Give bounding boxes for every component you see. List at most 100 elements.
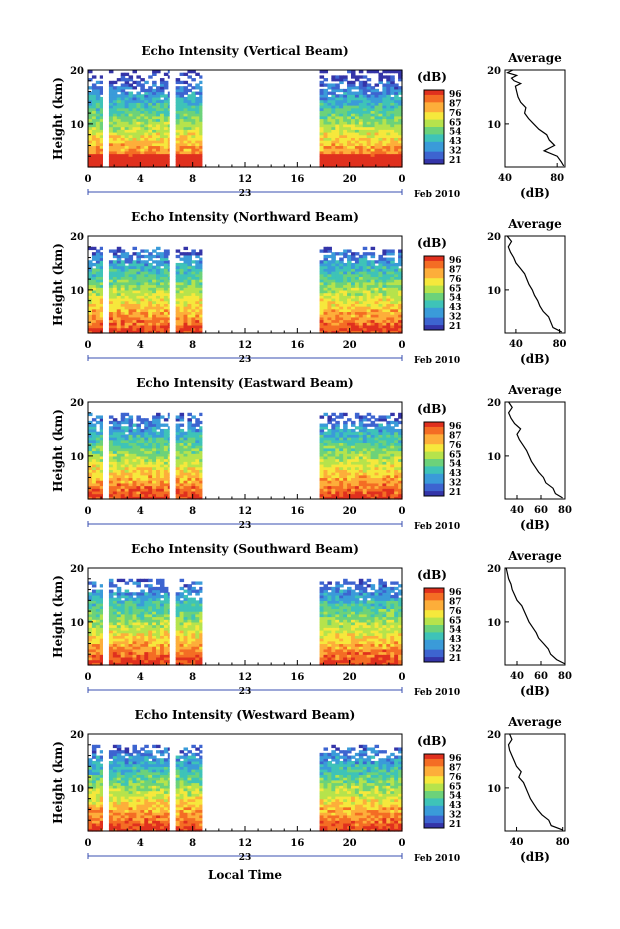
heatmap-cell <box>120 428 126 433</box>
heatmap-cell <box>124 279 130 283</box>
heatmap-cell <box>120 485 126 489</box>
heatmap-cell <box>163 327 169 331</box>
colorbar-swatch <box>424 305 444 309</box>
heatmap-cell <box>152 150 157 155</box>
heatmap-cell <box>136 158 141 163</box>
heatmap-cell <box>120 129 126 133</box>
heatmap-cell <box>191 423 196 427</box>
heatmap-cell <box>112 627 118 631</box>
y-axis-label: Height (km) <box>51 77 65 160</box>
heatmap-cell <box>159 94 165 98</box>
heatmap-cell <box>124 306 130 310</box>
heatmap-cell <box>95 115 101 120</box>
heatmap-cell <box>390 91 395 95</box>
heatmap-cell <box>116 306 122 310</box>
heatmap-cell <box>183 257 189 261</box>
heatmap-cell <box>366 110 372 114</box>
heatmap-cell <box>108 281 114 286</box>
heatmap-cell <box>199 480 203 484</box>
heatmap-cell <box>398 306 403 310</box>
heatmap-cell <box>327 437 332 441</box>
heatmap-cell <box>128 292 134 296</box>
colorbar-swatch <box>424 446 444 450</box>
heatmap-cell <box>95 648 101 653</box>
heatmap-cell <box>175 496 181 500</box>
heatmap-cell <box>350 474 356 479</box>
heatmap-cell <box>191 316 196 321</box>
heatmap-cell <box>116 161 122 165</box>
heatmap-cell <box>358 292 364 296</box>
heatmap-cell <box>394 308 399 313</box>
heatmap-cell <box>331 113 336 117</box>
heatmap-cell <box>382 289 387 294</box>
heatmap-cell <box>124 118 130 122</box>
heatmap-cell <box>335 126 340 130</box>
heatmap-cell <box>144 102 149 106</box>
heatmap-cell <box>120 94 126 98</box>
heatmap-cell <box>140 330 145 334</box>
heatmap-cell <box>167 480 170 484</box>
heatmap-cell <box>95 480 101 484</box>
heatmap-cell <box>163 428 169 433</box>
heatmap-cell <box>159 289 165 294</box>
heatmap-cell <box>374 493 380 497</box>
heatmap-cell <box>163 99 169 103</box>
heatmap-cell <box>382 490 387 495</box>
heatmap-cell <box>144 324 149 329</box>
heatmap-cell <box>390 477 395 481</box>
heatmap-cell <box>394 148 399 152</box>
heatmap-cell <box>199 279 203 283</box>
heatmap-cell <box>339 308 344 313</box>
heatmap-cell <box>159 134 165 138</box>
heatmap-cell <box>99 592 103 596</box>
heatmap-cell <box>358 145 364 149</box>
heatmap-cell <box>370 123 376 128</box>
heatmap-cell <box>398 86 403 90</box>
heatmap-cell <box>95 592 101 596</box>
heatmap-cell <box>195 447 200 452</box>
heatmap-cell <box>187 94 192 98</box>
heatmap-cell <box>95 490 101 495</box>
heatmap-cell <box>132 480 138 484</box>
heatmap-cell <box>179 142 185 147</box>
heatmap-cell <box>350 94 356 98</box>
heatmap-cell <box>116 640 122 645</box>
heatmap-cell <box>374 265 380 269</box>
heatmap-cell <box>116 477 122 481</box>
colorbar-tick-label: 87 <box>449 99 462 109</box>
heatmap-cell <box>394 297 399 302</box>
heatmap-cell <box>91 437 97 441</box>
heatmap-cell <box>120 488 126 492</box>
heatmap-cell <box>112 281 118 286</box>
heatmap-cell <box>88 297 93 302</box>
heatmap-cell <box>362 458 368 462</box>
heatmap-cell <box>144 482 149 487</box>
heatmap-cell <box>112 447 118 452</box>
heatmap-cell <box>331 434 336 438</box>
heatmap-cell <box>91 156 97 160</box>
heatmap-cell <box>343 450 348 454</box>
heatmap-cell <box>116 461 122 465</box>
heatmap-cell <box>159 86 165 90</box>
heatmap-cell <box>382 249 387 253</box>
heatmap-cell <box>362 322 368 326</box>
heatmap-cell <box>335 311 340 315</box>
heatmap-cell <box>187 164 192 168</box>
heatmap-cell <box>140 121 145 125</box>
heatmap-cell <box>187 463 192 468</box>
avg-x-label: (dB) <box>520 186 550 200</box>
heatmap-cell <box>394 118 399 122</box>
heatmap-cell <box>99 327 103 331</box>
heatmap-cell <box>144 150 149 155</box>
heatmap-cell <box>195 129 200 133</box>
heatmap-cell <box>323 273 329 278</box>
heatmap-cell <box>382 447 387 452</box>
heatmap-cell <box>88 158 93 163</box>
heatmap-cell <box>386 415 391 419</box>
heatmap-cell <box>319 423 325 427</box>
heatmap-cell <box>386 469 391 473</box>
heatmap-cell <box>347 434 352 438</box>
heatmap-cell <box>370 134 376 138</box>
heatmap-cell <box>120 322 126 326</box>
heatmap-cell <box>327 121 332 125</box>
